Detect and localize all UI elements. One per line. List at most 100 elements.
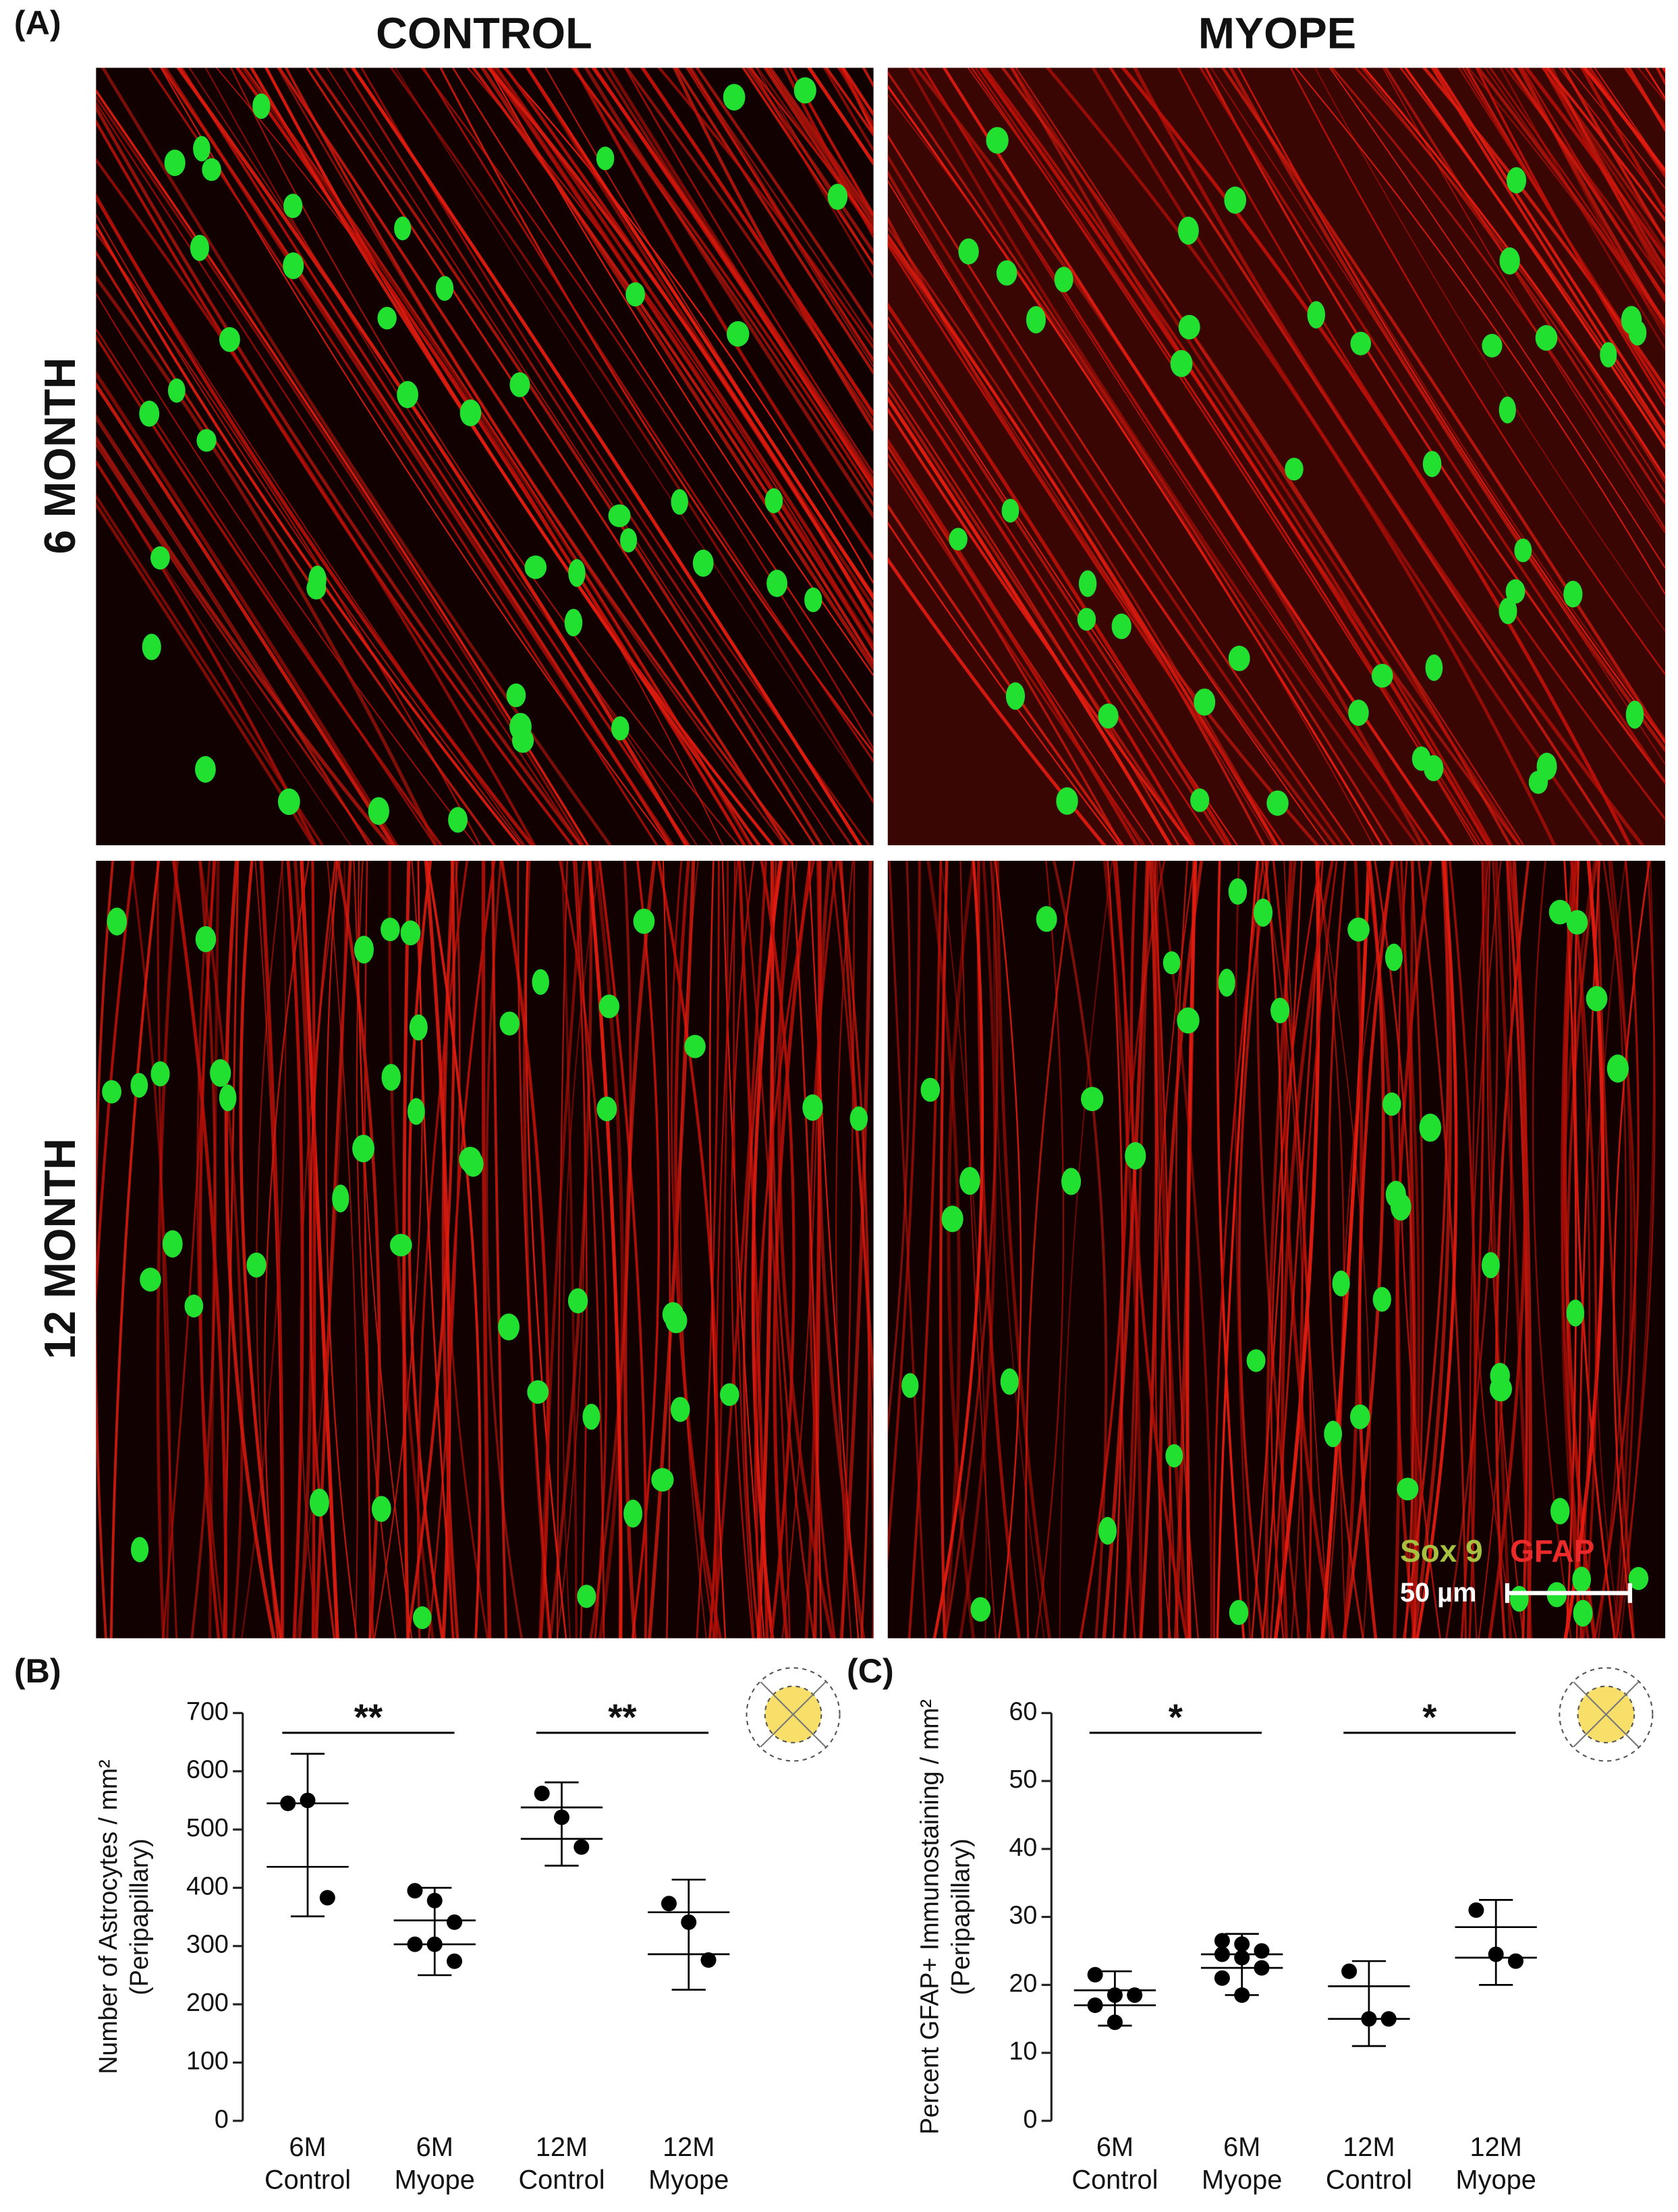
gfap-fiber	[96, 381, 396, 845]
gfap-fiber	[1588, 67, 1666, 179]
sox9-nucleus	[377, 306, 397, 330]
y-tick-label: 300	[186, 1930, 229, 1958]
gfap-fiber	[96, 88, 590, 845]
x-tick-label: Myope	[648, 2165, 729, 2194]
gfap-fiber	[1327, 860, 1364, 1639]
gfap-fiber	[571, 67, 874, 499]
gfap-fiber	[887, 503, 1125, 845]
sox9-nucleus	[608, 504, 631, 528]
gfap-fiber	[783, 67, 874, 239]
gfap-fiber	[839, 860, 872, 1639]
gfap-fiber	[235, 67, 747, 845]
sox9-nucleus	[1190, 788, 1210, 812]
sox9-nucleus	[577, 1585, 596, 1608]
data-point	[1107, 1987, 1123, 2003]
y-tick-label: 700	[186, 1697, 229, 1725]
gfap-fiber	[675, 67, 874, 376]
micrographs	[96, 67, 1666, 1639]
significance-label: *	[1422, 1697, 1437, 1738]
y-tick-label: 0	[1023, 2105, 1037, 2133]
gfap-fiber	[600, 67, 874, 490]
column-header: CONTROL	[376, 9, 592, 58]
sox9-nucleus	[499, 1011, 520, 1036]
x-tick-label: 12M	[663, 2132, 715, 2162]
gfap-fiber	[196, 860, 225, 1639]
gfap-fiber	[1316, 860, 1345, 1639]
sox9-nucleus	[596, 146, 615, 171]
gfap-fiber	[1546, 67, 1666, 273]
gfap-fiber	[1294, 67, 1666, 596]
gfap-fiber	[1395, 860, 1420, 1639]
gfap-fiber	[1329, 67, 1666, 569]
gfap-fiber	[1009, 67, 1521, 845]
sox9-nucleus	[1125, 1141, 1146, 1170]
gfap-fiber	[771, 860, 815, 1639]
y-tick-label: 400	[186, 1871, 229, 1900]
gfap-fiber	[491, 860, 507, 1639]
gfap-fiber	[921, 67, 1432, 845]
data-point	[1380, 2011, 1397, 2027]
gfap-fiber	[101, 67, 613, 845]
gfap-fiber	[1331, 67, 1666, 532]
gfap-fiber	[1613, 860, 1650, 1639]
sox9-nucleus	[598, 994, 620, 1019]
gfap-fiber	[1542, 67, 1666, 254]
gfap-fiber	[312, 67, 824, 845]
sox9-nucleus	[371, 1496, 391, 1523]
sox9-nucleus	[195, 756, 216, 783]
sox9-nucleus	[941, 1206, 963, 1232]
y-axis-label: (Peripapillary)	[125, 1838, 153, 1995]
sox9-nucleus	[196, 429, 217, 452]
gfap-fiber	[424, 860, 451, 1639]
gfap-fiber	[204, 67, 714, 845]
sox9-nucleus	[611, 716, 630, 741]
sox9-nucleus	[1505, 579, 1526, 604]
gfap-fiber	[1416, 860, 1458, 1639]
gfap-fiber	[308, 860, 337, 1639]
gfap-fiber	[887, 321, 1228, 845]
gfap-fiber	[1615, 860, 1656, 1639]
gfap-fiber	[1382, 67, 1666, 534]
sox9-nucleus	[1372, 1286, 1391, 1312]
gfap-fiber	[254, 860, 283, 1639]
gfap-fiber	[389, 67, 874, 805]
gfap-fiber	[1261, 860, 1284, 1639]
sox9-nucleus	[400, 920, 421, 946]
gfap-fiber	[96, 413, 371, 845]
gfap-fiber	[754, 860, 815, 1639]
gfap-fiber	[1504, 67, 1666, 285]
gfap-fiber	[171, 860, 228, 1639]
sox9-nucleus	[352, 1135, 375, 1163]
gfap-fiber	[1523, 67, 1666, 260]
sox9-nucleus	[1385, 943, 1403, 971]
y-axis-label: Number of Astrocytes / mm²	[94, 1759, 122, 2074]
gfap-fiber	[1573, 860, 1616, 1639]
sox9-nucleus	[665, 1307, 688, 1334]
gfap-fiber	[674, 860, 723, 1639]
gfap-fiber	[733, 860, 755, 1639]
gfap-fiber	[373, 860, 423, 1639]
sox9-nucleus	[532, 969, 549, 995]
sox9-nucleus	[381, 1064, 401, 1091]
gfap-fiber	[96, 501, 316, 845]
sox9-nucleus	[1506, 167, 1527, 194]
gfap-fiber	[689, 67, 874, 368]
sox9-nucleus	[1347, 917, 1370, 942]
sox9-nucleus	[996, 260, 1017, 286]
gfap-fiber	[96, 118, 574, 845]
gfap-fiber	[286, 860, 304, 1639]
sox9-nucleus	[509, 372, 530, 397]
sox9-nucleus	[210, 1059, 231, 1087]
gfap-fiber	[447, 860, 496, 1639]
sox9-nucleus	[1098, 703, 1119, 729]
sox9-nucleus	[1285, 457, 1304, 481]
sox9-nucleus	[412, 1606, 432, 1629]
sox9-nucleus	[219, 1084, 237, 1112]
gfap-fiber	[887, 444, 1154, 845]
gfap-fiber	[670, 860, 715, 1639]
sox9-nucleus	[1350, 331, 1372, 356]
gfap-fiber	[996, 860, 1051, 1639]
gfap-fiber	[1289, 67, 1666, 676]
gfap-fiber	[1234, 860, 1252, 1639]
sox9-nucleus	[1000, 1368, 1019, 1395]
